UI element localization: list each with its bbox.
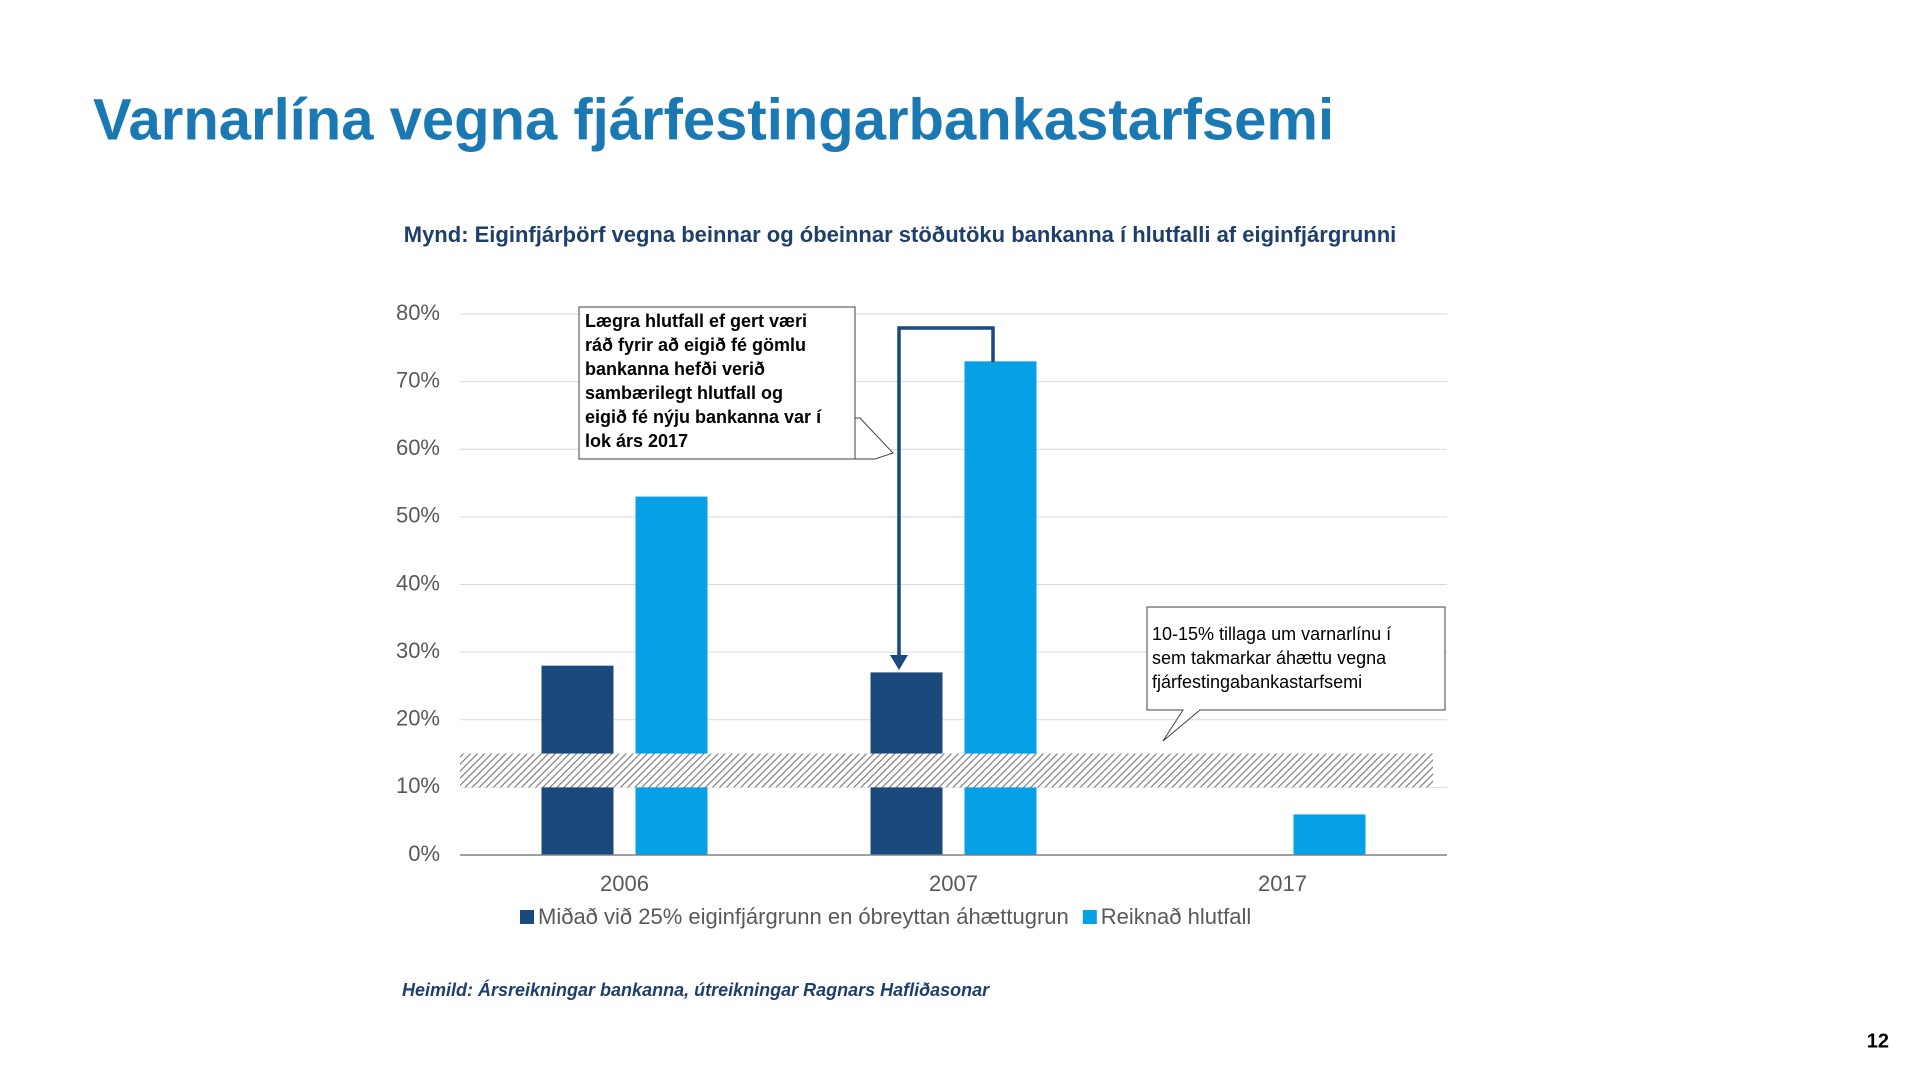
- threshold-band: [460, 753, 1433, 788]
- slide-title: Varnarlína vegna fjárfestingarbankastarf…: [93, 87, 1334, 152]
- y-tick-label: 70%: [396, 367, 440, 392]
- annotation-text: 10-15% tillaga um varnarlínu í: [1152, 624, 1391, 644]
- annotation-text: bankanna hefði verið: [585, 359, 765, 379]
- y-tick-label: 60%: [396, 435, 440, 460]
- annotations: Lægra hlutfall ef gert væri ráð fyrir að …: [578, 306, 1446, 742]
- legend-label: Reiknað hlutfall: [1101, 904, 1251, 929]
- x-tick-label: 2006: [600, 871, 649, 896]
- y-tick-label: 20%: [396, 706, 440, 731]
- callout-box: [578, 306, 856, 460]
- annotation-text: lok árs 2017: [585, 431, 688, 451]
- page-number: 12: [1867, 1030, 1889, 1052]
- annotation-text: eigið fé nýju bankanna var í: [585, 407, 822, 427]
- annotation-text: fjárfestingabankastarfsemi: [1152, 672, 1362, 692]
- annotation-text: Lægra hlutfall ef gert væri: [585, 311, 807, 331]
- arrow-head: [890, 655, 908, 670]
- x-tick-label: 2017: [1258, 871, 1307, 896]
- annotation-text: sem takmarkar áhættu vegna: [1152, 648, 1387, 668]
- callout-pointer: [1162, 709, 1201, 742]
- source: Heimild: Ársreikningar bankanna, útreikn…: [402, 979, 990, 1000]
- y-tick-label: 0%: [408, 841, 440, 866]
- legend-label: Miðað við 25% eiginfjárgrunn en óbreytta…: [538, 904, 1069, 929]
- x-tick-label: 2007: [929, 871, 978, 896]
- legend-swatch: [520, 910, 534, 924]
- annotation-text: sambærilegt hlutfall og: [585, 383, 783, 403]
- bar: [1293, 814, 1366, 855]
- arrow: [897, 326, 995, 658]
- y-tick-label: 30%: [396, 638, 440, 663]
- y-tick-label: 10%: [396, 773, 440, 798]
- y-tick-label: 80%: [396, 300, 440, 325]
- y-tick-label: 40%: [396, 570, 440, 595]
- annotation-text: ráð fyrir að eigið fé gömlu: [585, 335, 806, 355]
- chart-title: Mynd: Eiginfjárþörf vegna beinnar og óbe…: [404, 222, 1397, 247]
- bar: [635, 496, 708, 855]
- y-tick-label: 50%: [396, 503, 440, 528]
- callout-box: [1146, 606, 1446, 711]
- legend-swatch: [1082, 910, 1097, 924]
